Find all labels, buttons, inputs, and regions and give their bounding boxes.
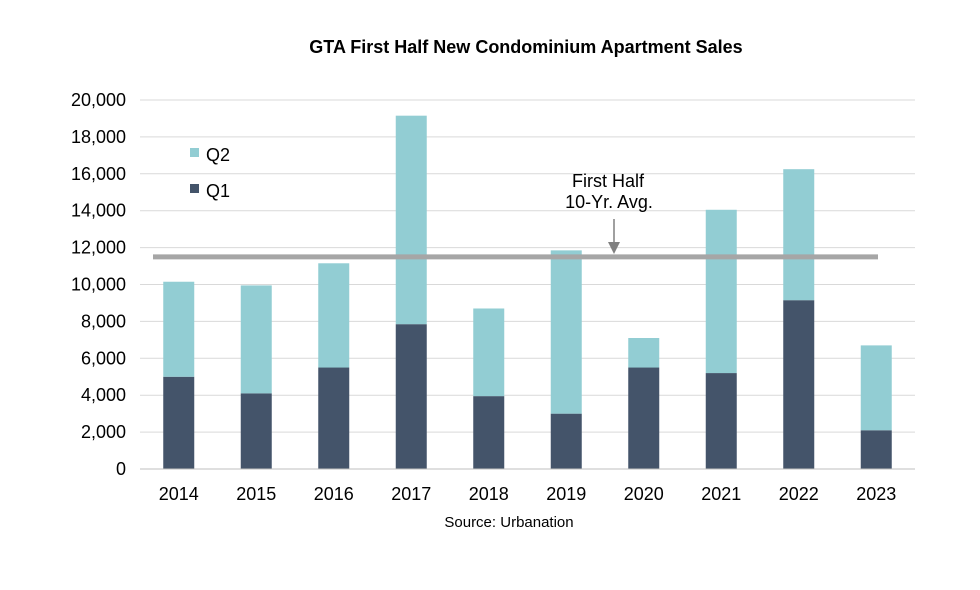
y-tick-label: 8,000 <box>81 311 126 331</box>
x-tick-label: 2017 <box>391 484 431 504</box>
bar-q2-2020 <box>628 338 660 368</box>
bar-q1-2017 <box>395 324 427 469</box>
bar-q1-2018 <box>473 396 505 469</box>
chart-title: GTA First Half New Condominium Apartment… <box>309 37 742 57</box>
bar-q1-2021 <box>705 373 737 469</box>
reference-line-group: First Half 10-Yr. Avg. <box>153 171 878 260</box>
legend-swatch-q2 <box>190 148 199 157</box>
x-tick-label: 2022 <box>779 484 819 504</box>
y-tick-label: 18,000 <box>71 127 126 147</box>
legend-swatch-q1 <box>190 184 199 193</box>
x-tick-label: 2018 <box>469 484 509 504</box>
bar-q2-2016 <box>318 263 350 368</box>
source-note: Source: Urbanation <box>444 514 573 531</box>
y-tick-label: 6,000 <box>81 348 126 368</box>
bar-q2-2014 <box>163 281 195 377</box>
y-tick-label: 2,000 <box>81 422 126 442</box>
y-tick-label: 4,000 <box>81 385 126 405</box>
bar-q2-2019 <box>550 250 582 414</box>
y-tick-label: 14,000 <box>71 201 126 221</box>
x-tick-label: 2019 <box>546 484 586 504</box>
bar-q2-2015 <box>240 285 272 394</box>
bar-q1-2015 <box>240 393 272 469</box>
bars <box>163 115 892 469</box>
bar-q1-2023 <box>860 430 892 469</box>
y-tick-label: 12,000 <box>71 238 126 258</box>
legend-label-q2: Q2 <box>206 145 230 165</box>
x-tick-label: 2016 <box>314 484 354 504</box>
y-tick-label: 10,000 <box>71 275 126 295</box>
x-tick-label: 2020 <box>624 484 664 504</box>
x-tick-label: 2014 <box>159 484 199 504</box>
bar-q1-2020 <box>628 367 660 469</box>
bar-q1-2016 <box>318 367 350 469</box>
reference-label-line1: First Half <box>572 171 645 191</box>
y-axis-ticks: 0 2,000 4,000 6,000 8,000 10,000 12,000 14,000 1… <box>71 90 126 479</box>
y-tick-label: 20,000 <box>71 90 126 110</box>
x-axis-ticks: 2014 2015 2016 2017 2018 2019 2020 2021 2022 2023 <box>159 484 897 504</box>
bar-q1-2014 <box>163 376 195 469</box>
reference-label-line2: 10-Yr. Avg. <box>565 192 653 212</box>
y-tick-label: 0 <box>116 459 126 479</box>
bar-q2-2018 <box>473 308 505 397</box>
legend-label-q1: Q1 <box>206 181 230 201</box>
legend: Q2 Q1 <box>190 145 230 201</box>
bar-q1-2019 <box>550 413 582 469</box>
x-tick-label: 2015 <box>236 484 276 504</box>
bar-q1-2022 <box>783 300 815 469</box>
y-tick-label: 16,000 <box>71 164 126 184</box>
bar-q2-2022 <box>783 169 815 301</box>
reference-arrow-head <box>608 242 620 254</box>
x-tick-label: 2023 <box>856 484 896 504</box>
bar-q2-2021 <box>705 209 737 374</box>
x-tick-label: 2021 <box>701 484 741 504</box>
bar-q2-2023 <box>860 345 892 431</box>
bar-q2-2017 <box>395 115 427 325</box>
